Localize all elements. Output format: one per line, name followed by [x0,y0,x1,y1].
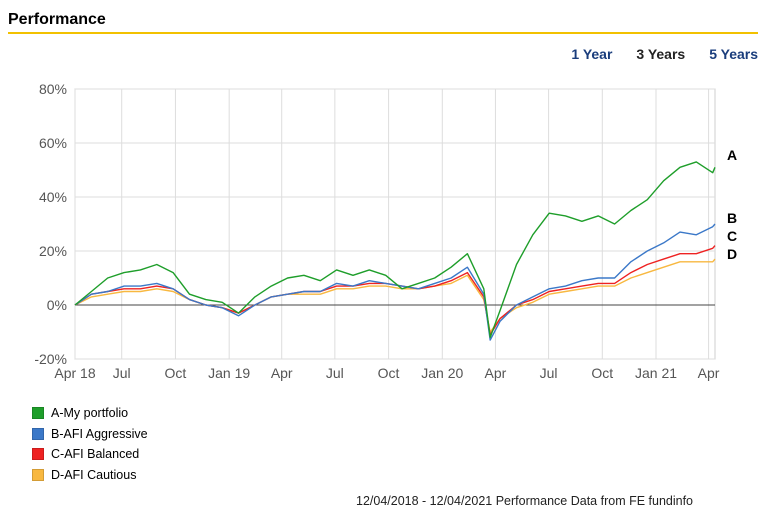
legend-item-c: C-AFI Balanced [32,444,148,465]
y-tick-label: 40% [39,189,67,205]
x-tick-label: Jan 21 [635,365,677,381]
x-tick-label: Oct [591,365,613,381]
legend-item-b: B-AFI Aggressive [32,424,148,445]
x-tick-label: Jan 19 [208,365,250,381]
x-tick-label: Apr 18 [54,365,95,381]
series-end-label-b: B [727,210,737,226]
x-tick-label: Oct [378,365,400,381]
series-end-label-d: D [727,246,737,262]
performance-data-source-note: 12/04/2018 - 12/04/2021 Performance Data… [356,494,694,508]
tab-3-years[interactable]: 3 Years [636,46,686,62]
y-tick-label: -20% [34,351,67,367]
x-tick-label: Jul [326,365,344,381]
y-tick-label: 80% [39,81,67,97]
series-line-b [74,223,716,341]
plot-area [74,88,716,360]
legend-swatch-d [32,468,44,481]
chart-legend: A-My portfolio B-AFI Aggressive C-AFI Ba… [32,403,148,485]
y-tick-label: 0% [47,297,67,313]
legend-label-a: A-My portfolio [51,406,129,421]
x-tick-label: Jul [113,365,131,381]
legend-swatch-a [32,407,44,420]
period-tabs: 1 Year 3 Years 5 Years [571,46,758,62]
legend-label-c: C-AFI Balanced [51,447,140,462]
x-tick-label: Oct [165,365,187,381]
y-tick-label: 20% [39,243,67,259]
x-tick-label: Apr [485,365,507,381]
legend-swatch-c [32,448,44,461]
x-tick-label: Apr [271,365,293,381]
tab-1-year[interactable]: 1 Year [571,46,613,62]
legend-item-a: A-My portfolio [32,403,148,424]
legend-label-d: D-AFI Cautious [51,467,137,482]
series-end-label-a: A [727,147,737,163]
x-tick-label: Jan 20 [421,365,463,381]
legend-swatch-b [32,427,44,440]
series-end-label-c: C [727,228,737,244]
legend-label-b: B-AFI Aggressive [51,426,148,441]
performance-header: Performance [8,10,758,34]
x-tick-label: Jul [540,365,558,381]
tab-5-years[interactable]: 5 Years [709,46,758,62]
legend-item-d: D-AFI Cautious [32,465,148,486]
performance-line-chart: -20% 0% 20% 40% 60% 80% Apr 18 Jul Oct Jan 19 Apr J… [34,81,737,381]
page-title: Performance [8,11,106,28]
y-tick-label: 60% [39,135,67,151]
x-tick-label: Apr [698,365,720,381]
series-line-a [74,161,716,339]
